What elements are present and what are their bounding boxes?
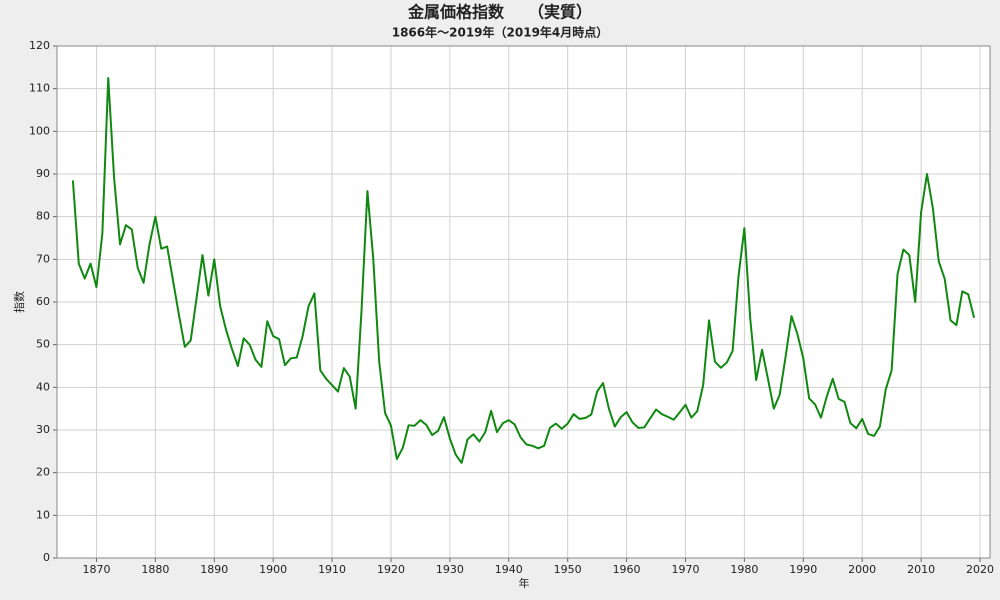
chart-subtitle: 1866年～2019年（2019年4月時点）: [392, 25, 609, 40]
x-tick-label: 1980: [730, 563, 758, 576]
y-tick-label: 10: [36, 508, 50, 521]
x-tick-label: 1910: [318, 563, 346, 576]
y-tick-label: 40: [36, 380, 50, 393]
x-tick-label: 1890: [200, 563, 228, 576]
x-tick-label: 2010: [907, 563, 935, 576]
data-line: [71, 77, 976, 464]
x-tick-label: 1970: [671, 563, 699, 576]
plot-border: [56, 45, 991, 559]
x-axis-label: 年: [519, 576, 530, 590]
chart-title: 金属価格指数 （実質）: [407, 3, 592, 22]
x-tick-label: 1880: [141, 563, 169, 576]
y-tick-label: 70: [36, 252, 50, 265]
x-tick-label: 1920: [377, 563, 405, 576]
x-tick-label: 1940: [495, 563, 523, 576]
y-tick-label: 50: [36, 338, 50, 351]
y-tick-label: 80: [36, 210, 50, 223]
x-tick-label: 1900: [259, 563, 287, 576]
x-tick-label: 1870: [82, 563, 110, 576]
y-axis-label: 指数: [12, 291, 26, 313]
x-tick-label: 2020: [966, 563, 994, 576]
y-tick-label: 20: [36, 466, 50, 479]
x-tick-label: 1960: [613, 563, 641, 576]
x-tick-label: 1990: [789, 563, 817, 576]
x-tick-label: 2000: [848, 563, 876, 576]
x-tick-label: 1930: [436, 563, 464, 576]
y-tick-label: 90: [36, 167, 50, 180]
x-tick-label: 1950: [554, 563, 582, 576]
y-tick-label: 100: [29, 124, 50, 137]
y-tick-label: 120: [29, 39, 50, 52]
y-tick-label: 30: [36, 423, 50, 436]
y-tick-label: 0: [43, 551, 50, 564]
y-tick-label: 60: [36, 295, 50, 308]
y-tick-label: 110: [29, 82, 50, 95]
